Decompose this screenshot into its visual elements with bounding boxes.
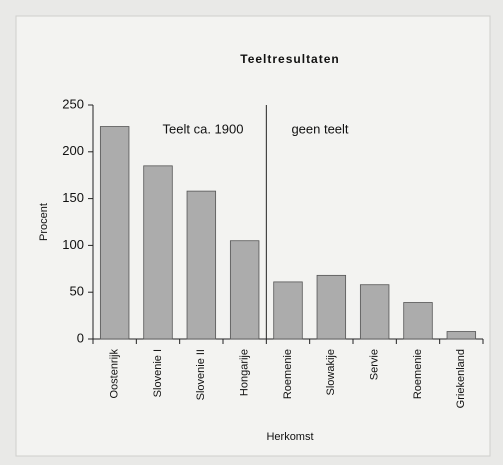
bar [186,190,217,340]
x-tick-label: Hongarije [239,349,251,396]
y-tick-label: 100 [62,237,84,252]
x-tick-label: Servie [369,349,381,380]
chart-title: Teeltresultaten [240,52,339,66]
x-tick-label: Slovenie II [195,349,207,400]
bar [316,274,347,340]
bar [446,331,477,340]
bar [229,240,260,340]
bar [359,284,390,340]
annotation: Teelt ca. 1900 [163,121,244,136]
x-tick-label: Slowakije [325,349,337,395]
y-tick-label: 250 [62,96,84,111]
x-tick-label: Roemenie [282,349,294,399]
x-axis-label: Herkomst [266,431,313,443]
bar [99,126,130,340]
x-tick-label: Slovenie I [152,349,164,397]
bar [403,302,433,340]
y-axis-label: Procent [38,203,50,241]
bar [273,281,303,340]
y-tick-label: 0 [77,330,84,345]
y-tick-label: 150 [62,190,84,205]
chart-panel [15,15,491,457]
x-tick-label: Roemenie [412,349,424,399]
x-tick-label: Oostenrijk [109,349,121,399]
x-tick-label: Griekenland [455,349,467,408]
y-tick-label: 50 [70,284,84,299]
annotation: geen teelt [291,121,348,136]
bar [143,165,173,340]
y-tick-label: 200 [62,143,84,158]
